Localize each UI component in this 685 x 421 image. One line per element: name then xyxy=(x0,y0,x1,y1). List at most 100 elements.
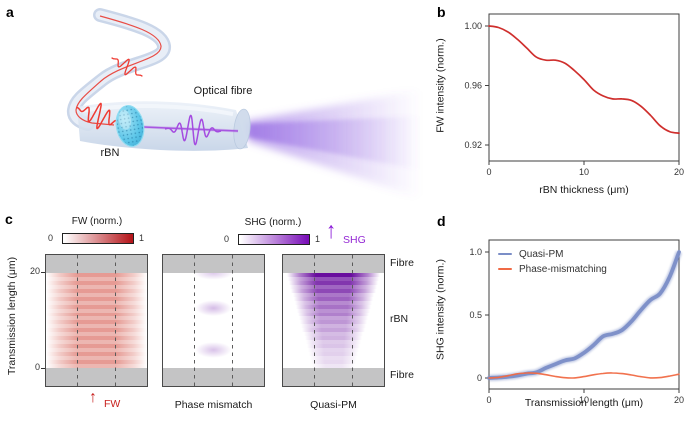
heatmap-row xyxy=(298,312,369,317)
b-plot-box xyxy=(488,13,680,162)
optical-fibre-label: Optical fibre xyxy=(193,85,253,97)
legend-item-quasi-pm: Quasi-PM xyxy=(498,247,563,261)
heatmap-row xyxy=(296,308,371,313)
fw-colorbar-title: FW (norm.) xyxy=(71,216,123,227)
heatmap-row xyxy=(291,288,376,293)
fibre-band xyxy=(163,368,264,386)
heatmap-row xyxy=(300,320,367,325)
quasi-pm-swatch xyxy=(498,252,512,256)
heatmap-row xyxy=(46,296,147,301)
heatmap-row xyxy=(294,300,373,305)
c-ylabel: Transmission length (μm) xyxy=(6,256,18,376)
heatmap-row xyxy=(46,359,147,364)
c-ytick-0: 0 xyxy=(34,362,40,372)
series-phase-mismatching xyxy=(488,372,680,379)
heatmap-row xyxy=(46,348,147,353)
heatmap-row xyxy=(292,292,375,297)
legend-label: Phase-mismatching xyxy=(519,263,607,275)
heatmap-row xyxy=(46,273,147,277)
d-xtick-label: 0 xyxy=(486,395,491,405)
heatmap-row xyxy=(289,280,378,285)
rbn-region-label: rBN xyxy=(390,313,409,325)
b-ytick-label: 1.00 xyxy=(464,21,482,31)
heatmap-row xyxy=(46,280,147,285)
fw-colorbar-min: 0 xyxy=(48,233,54,243)
heatmap-row xyxy=(309,352,358,357)
phase-mismatching-swatch xyxy=(498,267,512,271)
heatmap-row xyxy=(302,328,365,333)
c-ytick-20: 20 xyxy=(29,266,40,276)
fw-up-arrow-icon: ↑ xyxy=(89,389,97,406)
shg-colorbar-min: 0 xyxy=(224,234,230,244)
heatmap-row xyxy=(46,352,147,357)
panel-c: c FW (norm.) 0 1 SHG (norm.) 0 1 ↑ SHG T… xyxy=(0,205,435,421)
shg-colorbar-max: 1 xyxy=(315,234,321,244)
heatmap-row xyxy=(46,324,147,329)
quasi-pm-region xyxy=(283,273,384,368)
heatmap-row xyxy=(46,336,147,341)
heatmap-row xyxy=(46,320,147,325)
d-ytick-label: 0 xyxy=(477,373,482,383)
heatmap-row xyxy=(293,296,374,301)
shg-colorbar-title: SHG (norm.) xyxy=(244,217,302,228)
heatmap-row xyxy=(290,284,377,289)
heatmap-row xyxy=(312,363,355,368)
panel-a-letter: a xyxy=(6,4,14,20)
heatmap-row xyxy=(304,336,363,341)
c-ytick-mark-20 xyxy=(41,271,45,273)
b-xtick-label: 20 xyxy=(674,167,684,177)
fibre-region-label-bottom: Fibre xyxy=(390,369,414,381)
wave-packet xyxy=(111,57,143,77)
d-xlabel: Transmission length (μm) xyxy=(524,397,644,409)
d-xtick-label: 10 xyxy=(579,395,589,405)
heatmap-row xyxy=(295,304,372,309)
fw-core-line xyxy=(75,15,162,126)
heatmap-row xyxy=(46,356,147,360)
wave-packet xyxy=(164,114,222,146)
core-guide-line xyxy=(194,255,196,386)
panel-b-letter: b xyxy=(437,4,446,20)
shg-core-line xyxy=(143,126,239,132)
heatmap-row xyxy=(299,316,368,321)
heatmap-row xyxy=(306,344,361,349)
shg-intensity-chart: 0 10 20 0 0.5 1.0 xyxy=(469,239,684,405)
wave-packet xyxy=(76,102,122,130)
shg-up-arrow-icon: ↑ xyxy=(326,218,336,244)
rbn-label: rBN xyxy=(100,147,120,159)
caption-phase-mismatch: Phase mismatch xyxy=(174,399,253,411)
b-xtick-label: 0 xyxy=(486,167,491,177)
heatmap-row xyxy=(311,359,356,364)
rbn-crystal xyxy=(115,105,145,147)
core-guide-line xyxy=(351,255,353,386)
heatmap-fw xyxy=(45,254,148,387)
core-guide-line xyxy=(77,255,79,386)
heatmap-row xyxy=(46,308,147,313)
fw-colorbar xyxy=(62,233,134,244)
panel-c-letter: c xyxy=(5,211,13,227)
heatmap-row xyxy=(307,348,360,353)
heatmap-phase-mismatch xyxy=(162,254,265,387)
heatmap-row xyxy=(46,292,147,297)
heatmap-row xyxy=(301,324,366,329)
heatmap-row xyxy=(46,316,147,321)
series-quasi-pm xyxy=(487,250,681,380)
heatmap-row xyxy=(287,273,380,277)
phase-mismatch-region xyxy=(163,273,264,368)
legend-label: Quasi-PM xyxy=(519,248,564,260)
heatmap-row xyxy=(46,276,147,281)
heatmap-quasi-pm xyxy=(282,254,385,387)
heatmap-row xyxy=(46,312,147,317)
fw-colorbar-max: 1 xyxy=(139,233,145,243)
heatmap-row xyxy=(46,340,147,345)
shg-arrow-label: SHG xyxy=(343,234,366,246)
heatmap-row xyxy=(46,288,147,293)
fw-arrow-label: FW xyxy=(104,398,121,410)
panel-d-letter: d xyxy=(437,213,446,229)
d-ytick-label: 0.5 xyxy=(469,310,482,320)
heatmap-row xyxy=(310,356,357,360)
fibre-band xyxy=(46,255,147,273)
caption-quasi-pm: Quasi-PM xyxy=(310,399,357,411)
fw-intensity-chart: 0 10 20 0.92 0.96 1.00 xyxy=(464,13,684,177)
heatmap-row xyxy=(46,304,147,309)
